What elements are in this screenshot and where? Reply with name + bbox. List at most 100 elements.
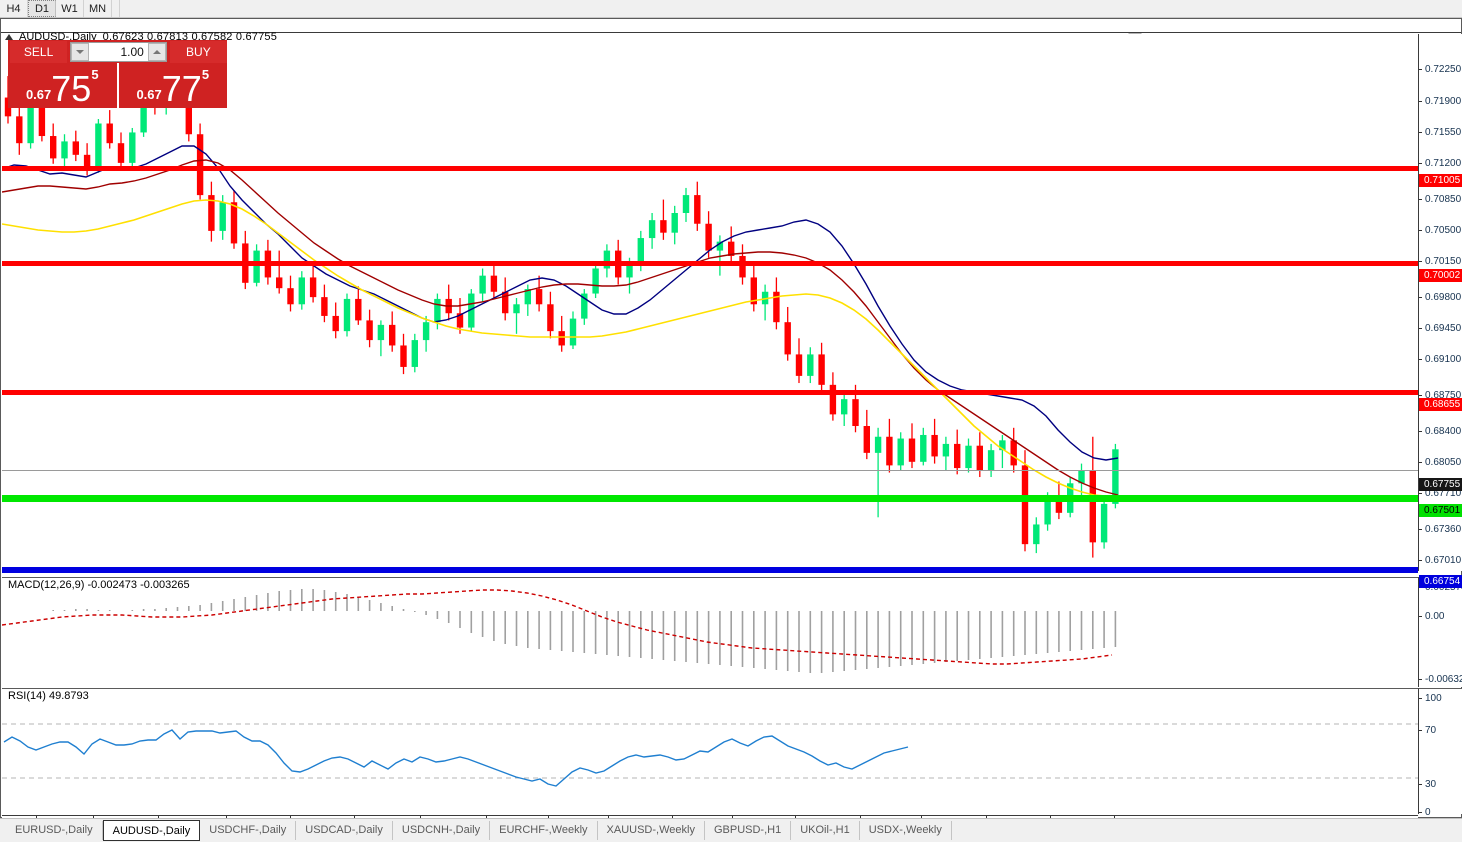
candle-body (976, 445, 983, 471)
volume-increase-button[interactable] (147, 42, 166, 61)
price-chart-svg (2, 47, 1119, 558)
buy-price-box[interactable]: 0.67 77 5 (116, 63, 227, 108)
price-tick: 0.70150 (1419, 256, 1462, 268)
rsi-scale[interactable]: 100 70 30 0 (1418, 688, 1462, 818)
rsi-tick: 100 (1419, 693, 1462, 705)
price-scale[interactable]: 0.72250 0.71900 0.71550 0.71200 0.70850 0.705… (1418, 34, 1462, 597)
ma-navy-line (2, 145, 1119, 461)
price-tag-067501[interactable]: 0.67501 (1419, 504, 1462, 517)
price-tag-066754[interactable]: 0.66754 (1419, 575, 1462, 588)
symbol-tab-bar: EURUSD-,Daily AUDUSD-,Daily USDCHF-,Daily U… (0, 818, 1462, 842)
timeframe-h4[interactable]: H4 (0, 0, 28, 17)
symbol-tab-usdcnh[interactable]: USDCNH-,Daily (393, 821, 491, 840)
candle-body (682, 195, 690, 213)
candle-body (524, 289, 531, 305)
level-line-support-66754[interactable] (2, 567, 1418, 573)
sell-button[interactable]: SELL (10, 40, 68, 63)
price-tag-068655[interactable]: 0.68655 (1419, 398, 1462, 411)
price-tick: 0.69800 (1419, 292, 1462, 304)
timeframe-mn[interactable]: MN (84, 0, 112, 17)
sell-price-point: 5 (91, 67, 99, 82)
candle-body (1089, 470, 1096, 543)
price-tick: 0.71200 (1419, 158, 1462, 170)
candle-body (343, 298, 351, 332)
buy-button[interactable]: BUY (169, 40, 227, 63)
candle-body (558, 331, 565, 346)
candle-body (863, 426, 870, 453)
candle-body (16, 116, 23, 144)
level-line-resistance-70002[interactable] (2, 261, 1418, 266)
trade-panel-prices: 0.67 75 5 0.67 77 5 (8, 63, 227, 108)
price-tick: 0.67010 (1419, 555, 1462, 567)
price-tag-067755[interactable]: 0.67755 (1419, 478, 1462, 491)
price-tag-070002[interactable]: 0.70002 (1419, 269, 1462, 282)
symbol-tab-eurchf[interactable]: EURCHF-,Weekly (490, 821, 598, 840)
candle-body (705, 223, 712, 251)
price-tick: 0.68050 (1419, 457, 1462, 469)
symbol-tab-usdx[interactable]: USDX-,Weekly (860, 821, 952, 840)
candle-body (309, 277, 317, 298)
macd-tick: 0.00 (1419, 611, 1462, 623)
candle-body (287, 288, 294, 305)
candle-body (50, 136, 57, 159)
candle-body (795, 354, 803, 376)
candle-body (1021, 465, 1029, 545)
candle-body (502, 291, 509, 314)
macd-scale[interactable]: 0.0025740.00-0.006328 (1418, 577, 1462, 687)
candle-body (739, 255, 746, 278)
candle-body (230, 202, 238, 244)
timeframe-d1[interactable]: D1 (28, 0, 56, 17)
price-tick: 0.67360 (1419, 524, 1462, 536)
sell-price-prefix: 0.67 (25, 87, 52, 102)
collapse-triangle-icon[interactable] (5, 34, 13, 40)
macd-pane[interactable]: MACD(12,26,9) -0.002473 -0.003265 (2, 577, 1418, 687)
volume-stepper[interactable]: 1.00 (70, 41, 167, 62)
level-line-resistance-68655[interactable] (2, 390, 1418, 395)
buy-price-prefix: 0.67 (136, 87, 162, 102)
candle-body (581, 293, 588, 319)
candle-body (468, 293, 475, 328)
candle-body (106, 123, 113, 144)
candle-body (490, 275, 498, 292)
level-line-support-67501[interactable] (2, 495, 1418, 502)
volume-input[interactable]: 1.00 (120, 44, 144, 59)
candle-body (27, 98, 34, 144)
candle-body (1055, 497, 1063, 513)
price-tick: 0.71550 (1419, 127, 1462, 139)
timeframe-w1[interactable]: W1 (56, 0, 84, 17)
symbol-tab-xauusd[interactable]: XAUUSD-,Weekly (598, 821, 705, 840)
sell-price-box[interactable]: 0.67 75 5 (8, 63, 117, 108)
candle-body (1044, 497, 1051, 525)
candle-body (83, 154, 91, 169)
symbol-tab-usdchf[interactable]: USDCHF-,Daily (200, 821, 297, 840)
candle-body (366, 320, 373, 341)
volume-decrease-button[interactable] (71, 42, 90, 61)
level-line-resistance-71005[interactable] (2, 166, 1418, 171)
price-tag-071005[interactable]: 0.71005 (1419, 174, 1462, 187)
buy-price-point: 5 (201, 67, 210, 82)
symbol-tab-eurusd[interactable]: EURUSD-,Daily (6, 821, 103, 840)
candle-body (140, 101, 147, 133)
symbol-tab-audusd[interactable]: AUDUSD-,Daily (102, 820, 201, 841)
macd-histogram (52, 589, 1117, 673)
candle-body (434, 298, 441, 323)
candle-body (784, 322, 791, 355)
candle-body (954, 443, 961, 469)
price-pane[interactable] (2, 34, 1418, 571)
rsi-line (3, 729, 909, 787)
candle-body (942, 443, 950, 457)
symbol-tab-gbpusd[interactable]: GBPUSD-,H1 (705, 821, 792, 840)
candle-body (72, 141, 79, 155)
ma-yellow-line (2, 199, 1118, 497)
candle-body (987, 450, 995, 471)
candle-body (411, 340, 418, 367)
candle-body (920, 434, 927, 462)
candle-body (377, 324, 385, 341)
chart-horizontal-scrollbar[interactable] (1, 19, 1461, 33)
symbol-tab-ukoil[interactable]: UKOil-,H1 (791, 821, 860, 840)
symbol-tab-usdcad[interactable]: USDCAD-,Daily (296, 821, 393, 840)
rsi-pane[interactable]: RSI(14) 49.8793 (2, 688, 1418, 814)
level-line-current-price (2, 470, 1418, 471)
rsi-tick: 30 (1419, 779, 1462, 791)
